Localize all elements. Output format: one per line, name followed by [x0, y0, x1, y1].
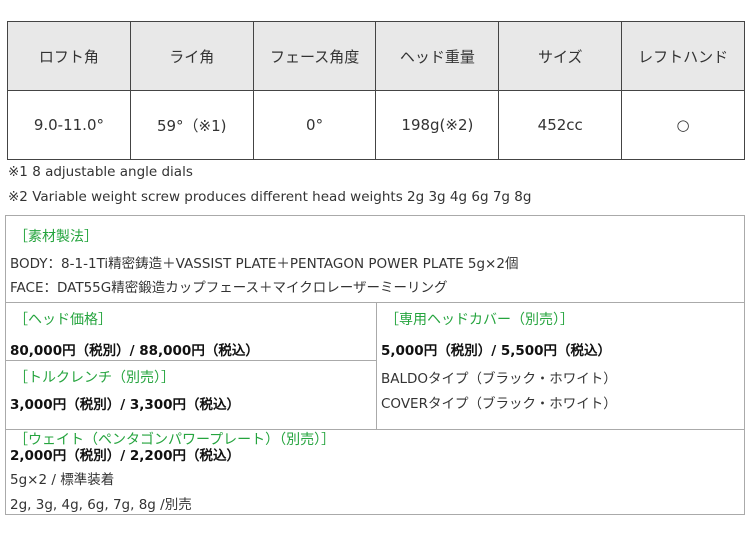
note-1: ※1 8 adjustable angle dials [8, 164, 193, 180]
weight-standard: 5g×2 / 標準装着 [10, 472, 115, 488]
material-body: BODY：8-1-1Ti精密鋳造＋VASSIST PLATE＋PENTAGON … [10, 256, 519, 272]
value-size: 452cc [498, 90, 623, 160]
torque-wrench-section: ［トルクレンチ（別売）］ 3,000円（税別）/ 3,300円（税込） [5, 360, 377, 430]
header-lie: ライ角 [129, 21, 254, 91]
weight-title: ［ウェイト（ペンタゴンパワープレート）（別売）］ [14, 432, 336, 448]
material-face: FACE：DAT55G精密鍛造カップフェース＋マイクロレーザーミーリング [10, 280, 448, 296]
material-section: ［素材製法］ BODY：8-1-1Ti精密鋳造＋VASSIST PLATE＋PE… [5, 215, 745, 303]
spec-table: ロフト角 ライ角 フェース角度 ヘッド重量 サイズ レフトハンド 9.0-11.… [7, 21, 745, 160]
spec-value-row: 9.0-11.0° 59°（※1) 0° 198g(※2) 452cc ○ [7, 90, 745, 160]
header-size: サイズ [498, 21, 623, 91]
head-cover-baldo: BALDOタイプ（ブラック・ホワイト） [381, 371, 617, 387]
weight-optional: 2g, 3g, 4g, 6g, 7g, 8g /別売 [10, 497, 192, 513]
head-cover-title: ［専用ヘッドカバー（別売）］ [385, 312, 574, 328]
header-loft: ロフト角 [7, 21, 131, 91]
head-cover-section: ［専用ヘッドカバー（別売）］ 5,000円（税別）/ 5,500円（税込） BA… [376, 302, 745, 430]
value-loft: 9.0-11.0° [7, 90, 131, 160]
weight-section: ［ウェイト（ペンタゴンパワープレート）（別売）］ 2,000円（税別）/ 2,2… [5, 429, 745, 515]
header-head-weight: ヘッド重量 [375, 21, 500, 91]
head-cover-price: 5,000円（税別）/ 5,500円（税込） [381, 343, 612, 359]
header-left-hand: レフトハンド [621, 21, 745, 91]
header-face-angle: フェース角度 [252, 21, 377, 91]
material-title: ［素材製法］ [14, 229, 98, 245]
head-price-title: ［ヘッド価格］ [14, 312, 112, 328]
spec-header-row: ロフト角 ライ角 フェース角度 ヘッド重量 サイズ レフトハンド [7, 21, 745, 91]
head-cover-cover: COVERタイプ（ブラック・ホワイト） [381, 396, 617, 412]
note-2: ※2 Variable weight screw produces differ… [8, 189, 532, 205]
weight-price: 2,000円（税別）/ 2,200円（税込） [10, 448, 241, 464]
head-price-section: ［ヘッド価格］ 80,000円（税別）/ 88,000円（税込） [5, 302, 377, 361]
value-head-weight: 198g(※2) [375, 90, 500, 160]
value-face-angle: 0° [252, 90, 377, 160]
value-left-hand: ○ [621, 90, 745, 160]
value-lie: 59°（※1) [129, 90, 254, 160]
torque-wrench-price: 3,000円（税別）/ 3,300円（税込） [10, 397, 241, 413]
head-price-value: 80,000円（税別）/ 88,000円（税込） [10, 343, 259, 359]
torque-wrench-title: ［トルクレンチ（別売）］ [14, 370, 175, 386]
